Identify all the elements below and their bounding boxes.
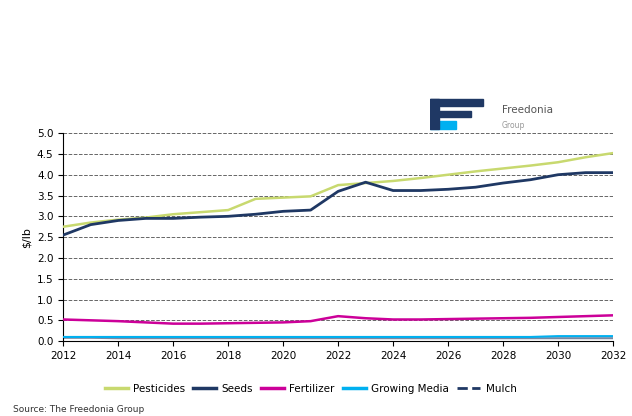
Bar [430, 121, 456, 129]
Text: Figure 3-2.
Lawn & Garden Consumables Pricing Trends,
2012 – 2032
(dollars per p: Figure 3-2. Lawn & Garden Consumables Pr… [13, 4, 292, 56]
Text: Freedonia: Freedonia [502, 105, 553, 115]
Y-axis label: $/lb: $/lb [21, 227, 32, 248]
Text: Group: Group [502, 121, 525, 130]
Legend: Pesticides, Seeds, Fertilizer, Growing Media, Mulch: Pesticides, Seeds, Fertilizer, Growing M… [100, 380, 521, 398]
Bar [430, 99, 483, 106]
Bar [430, 99, 439, 129]
Bar [430, 111, 471, 116]
Text: Source: The Freedonia Group: Source: The Freedonia Group [13, 405, 144, 414]
